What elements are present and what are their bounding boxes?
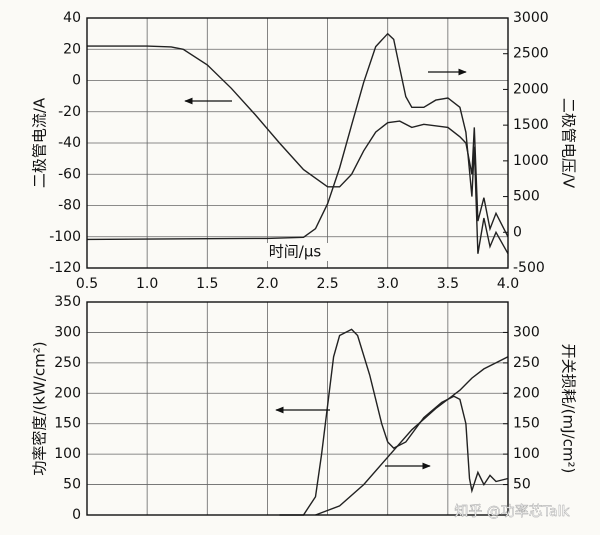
x-tick-label: 3.0 bbox=[377, 276, 399, 292]
watermark: 知乎 @功率芯Talk bbox=[454, 503, 570, 520]
y-tick-label: 100 bbox=[54, 446, 81, 462]
y-tick-label: 200 bbox=[54, 385, 81, 401]
y-tick-label: 20 bbox=[63, 41, 81, 57]
x-tick-label: 1.0 bbox=[136, 276, 158, 292]
y2-tick-label: -500 bbox=[513, 260, 545, 276]
y-tick-label: 350 bbox=[54, 294, 81, 310]
y2-tick-label: 1500 bbox=[513, 117, 549, 133]
x-tick-label: 0.5 bbox=[76, 276, 98, 292]
y2-tick-label: 0 bbox=[513, 224, 522, 240]
x-axis-label: 时间/μs bbox=[269, 243, 322, 261]
y-tick-label: 300 bbox=[54, 324, 81, 340]
y2-tick-label: 3000 bbox=[513, 10, 549, 26]
x-tick-label: 3.5 bbox=[437, 276, 459, 292]
y-tick-label: -60 bbox=[58, 166, 81, 182]
y-tick-label: 40 bbox=[63, 10, 81, 26]
data-line bbox=[315, 356, 509, 516]
y-tick-label: 150 bbox=[54, 416, 81, 432]
y-tick-label: 0 bbox=[72, 507, 81, 523]
plot-area bbox=[87, 302, 508, 515]
y2-tick-label: 150 bbox=[513, 416, 540, 432]
y2-axis-label: 二极管电压/V bbox=[560, 98, 578, 189]
x-tick-label: 2.5 bbox=[316, 276, 338, 292]
data-line bbox=[279, 328, 509, 516]
data-line bbox=[86, 32, 509, 255]
plots: 0.5 1.0 1.5 2.0 2.5 3.0 3.5 4.040200-20-40-60-8… bbox=[31, 10, 578, 523]
y-axis-label: 功率密度/(kW/cm²) bbox=[31, 341, 49, 475]
plot-frame bbox=[86, 17, 509, 269]
y-tick-label: -100 bbox=[49, 229, 81, 245]
y-axis-label: 二极管电流/A bbox=[31, 97, 49, 188]
x-label-bg bbox=[258, 243, 332, 261]
x-tick-label: 2.0 bbox=[256, 276, 278, 292]
y2-tick-label: 250 bbox=[513, 355, 540, 371]
plot-frame bbox=[86, 301, 509, 516]
x-tick-label: 4.0 bbox=[497, 276, 519, 292]
y2-tick-label: 300 bbox=[513, 324, 540, 340]
x-tick-label: 1.5 bbox=[196, 276, 218, 292]
y-tick-label: -120 bbox=[49, 260, 81, 276]
y2-tick-label: 2000 bbox=[513, 81, 549, 97]
y-tick-label: -40 bbox=[58, 135, 81, 151]
y2-tick-label: 2500 bbox=[513, 46, 549, 62]
y-tick-label: 0 bbox=[72, 73, 81, 89]
data-line bbox=[87, 45, 509, 238]
y-tick-label: -20 bbox=[58, 104, 81, 120]
y2-axis-label: 开关损耗/(mJ/cm²) bbox=[560, 344, 578, 474]
y-tick-label: 50 bbox=[63, 477, 81, 493]
y-tick-label: -80 bbox=[58, 198, 81, 214]
y2-tick-label: 100 bbox=[513, 446, 540, 462]
y2-tick-label: 200 bbox=[513, 385, 540, 401]
y2-tick-label: 50 bbox=[513, 477, 531, 493]
y-tick-label: 250 bbox=[54, 355, 81, 371]
y2-tick-label: 1000 bbox=[513, 153, 549, 169]
y2-tick-label: 500 bbox=[513, 189, 540, 205]
